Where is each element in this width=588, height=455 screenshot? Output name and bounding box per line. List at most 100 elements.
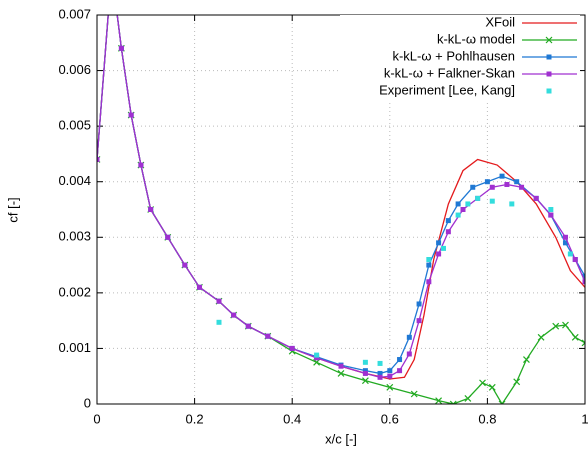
legend-label: k-kL-ω + Pohlhausen xyxy=(392,48,515,63)
marker xyxy=(196,284,202,290)
marker xyxy=(562,234,568,240)
legend-marker xyxy=(546,54,552,60)
marker xyxy=(581,339,585,347)
marker xyxy=(435,397,443,404)
marker xyxy=(533,195,539,201)
marker xyxy=(397,357,403,363)
x-tick-label: 0.4 xyxy=(283,411,301,426)
marker xyxy=(337,370,345,377)
legend-label: XFoil xyxy=(485,14,515,29)
marker xyxy=(445,218,451,224)
marker xyxy=(128,112,134,118)
y-tick-label: 0.006 xyxy=(58,62,91,77)
marker xyxy=(445,229,451,235)
marker xyxy=(488,383,496,391)
legend-bg xyxy=(340,83,580,100)
marker xyxy=(377,374,383,380)
legend-bg xyxy=(340,66,580,83)
y-tick-label: 0.003 xyxy=(58,229,91,244)
marker xyxy=(148,207,154,212)
marker xyxy=(504,181,510,187)
marker xyxy=(216,298,222,304)
legend-bg xyxy=(340,32,580,49)
marker xyxy=(460,207,466,212)
y-tick-label: 0.002 xyxy=(58,284,91,299)
marker xyxy=(572,257,578,263)
y-tick-label: 0.001 xyxy=(58,340,91,355)
marker xyxy=(567,251,573,257)
marker xyxy=(489,184,495,190)
marker xyxy=(426,257,432,263)
marker xyxy=(562,240,568,246)
marker xyxy=(514,179,520,185)
marker xyxy=(416,318,422,324)
marker xyxy=(426,279,432,285)
legend-marker xyxy=(546,71,552,77)
marker xyxy=(498,400,506,404)
marker xyxy=(387,368,393,374)
marker xyxy=(582,273,585,279)
y-tick-label: 0.007 xyxy=(58,6,91,21)
marker xyxy=(489,198,495,204)
x-axis-label: x/c [-] xyxy=(325,431,357,446)
marker xyxy=(455,212,461,218)
y-tick-label: 0 xyxy=(84,395,91,410)
x-tick-label: 0.6 xyxy=(381,411,399,426)
legend: XFoil k-kL-ω model k-kL-ω + Pohlhausen k-kL… xyxy=(340,14,580,100)
marker xyxy=(513,378,521,386)
y-tick-label: 0.005 xyxy=(58,118,91,133)
marker xyxy=(470,184,476,190)
marker xyxy=(582,279,585,285)
marker xyxy=(519,184,525,190)
legend-marker xyxy=(545,36,553,44)
marker xyxy=(265,333,271,339)
y-axis-label: cf [-] xyxy=(5,197,20,222)
legend-label: k-kL-ω model xyxy=(437,31,515,46)
marker xyxy=(552,322,560,330)
marker xyxy=(562,321,569,329)
marker xyxy=(571,333,579,341)
marker xyxy=(138,162,144,168)
marker xyxy=(479,379,486,387)
marker xyxy=(537,333,545,341)
legend-label: Experiment [Lee, Kang] xyxy=(379,82,515,97)
marker xyxy=(397,368,403,374)
marker xyxy=(377,360,383,366)
marker xyxy=(231,312,237,318)
marker xyxy=(436,240,442,246)
y-tick-label: 0.004 xyxy=(58,173,91,188)
marker xyxy=(118,45,124,51)
plot-area xyxy=(97,15,585,404)
marker xyxy=(97,156,100,162)
marker xyxy=(362,359,368,365)
x-tick-label: 0.8 xyxy=(478,411,496,426)
marker xyxy=(410,390,418,398)
marker xyxy=(484,179,490,185)
legend-bg xyxy=(340,15,580,32)
x-tick-label: 0.2 xyxy=(186,411,204,426)
marker xyxy=(362,368,368,374)
marker xyxy=(314,355,320,361)
marker xyxy=(464,395,472,402)
marker xyxy=(436,251,442,257)
marker xyxy=(440,245,446,251)
marker xyxy=(386,383,394,391)
marker xyxy=(465,201,471,207)
x-tick-label: 0 xyxy=(93,411,100,426)
marker xyxy=(182,262,188,268)
marker xyxy=(449,400,457,404)
legend-marker xyxy=(546,88,552,94)
marker xyxy=(499,173,505,179)
marker xyxy=(361,377,369,385)
marker xyxy=(245,323,251,329)
marker xyxy=(406,351,412,357)
x-tick-label: 1 xyxy=(581,411,588,426)
marker xyxy=(314,352,320,358)
marker xyxy=(338,363,344,369)
marker xyxy=(475,195,481,201)
marker xyxy=(426,262,432,268)
marker xyxy=(523,356,530,363)
marker xyxy=(416,301,422,307)
marker xyxy=(455,201,461,207)
